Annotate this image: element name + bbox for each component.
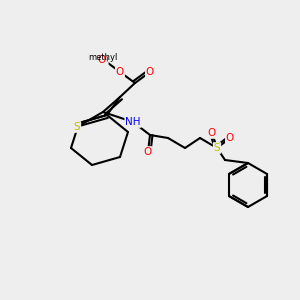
Text: O: O [98,55,106,65]
Text: O: O [146,67,154,77]
Text: O: O [100,55,108,65]
Text: methyl: methyl [88,53,117,62]
Text: O: O [116,67,124,77]
Text: O: O [144,147,152,157]
Text: O: O [208,128,216,138]
Text: NH: NH [125,117,141,127]
Text: S: S [74,122,80,132]
Text: S: S [214,143,220,153]
Text: O: O [226,133,234,143]
